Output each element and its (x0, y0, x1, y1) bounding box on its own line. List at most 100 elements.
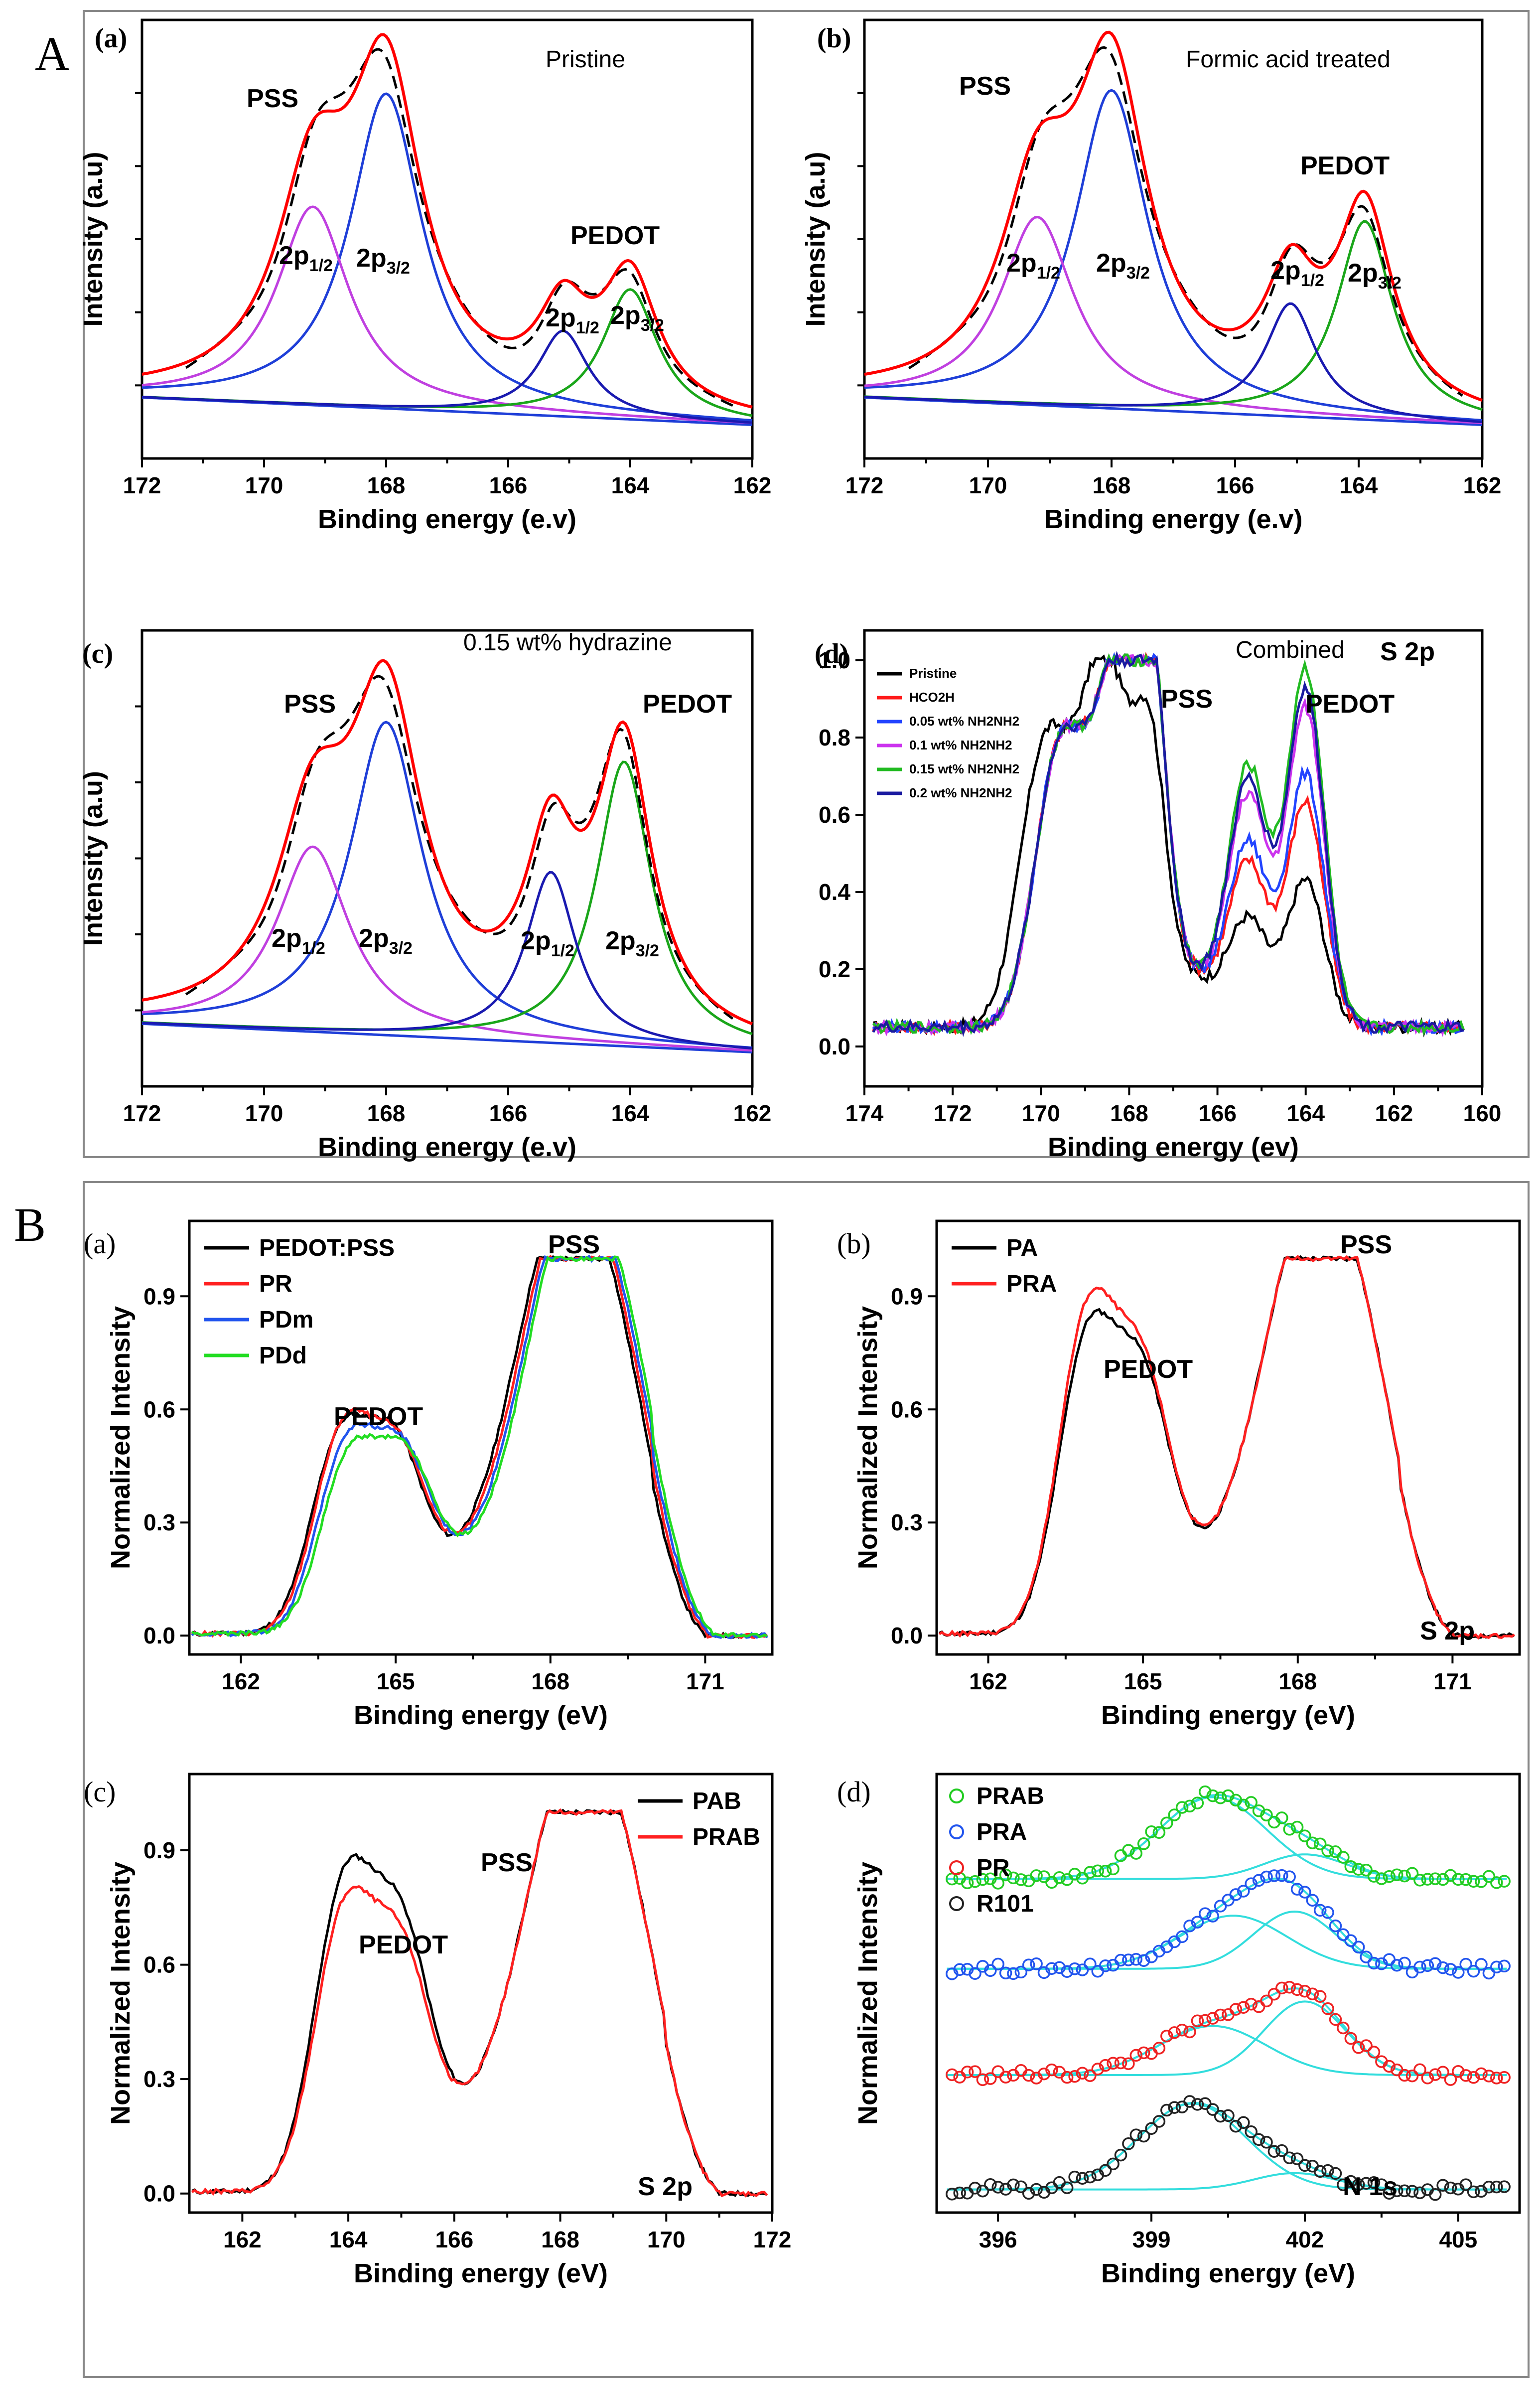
data-point (1360, 2177, 1373, 2190)
y-tick-label: 0.4 (819, 879, 850, 905)
legend-label: 0.2 wt% NH2NH2 (909, 785, 1012, 800)
x-tick-label: 164 (329, 2227, 368, 2252)
annotation-pss: PSS (959, 72, 1011, 101)
series-prab (946, 1785, 1511, 1890)
x-tick-label: 172 (845, 472, 884, 498)
data-point (1014, 2180, 1028, 2194)
y-tick-label: 0.0 (143, 2181, 175, 2207)
data-point (1436, 1873, 1449, 1886)
annotation-pss: PSS (481, 1848, 533, 1877)
data-point (969, 2065, 981, 2078)
legend-label: HCO2H (909, 690, 955, 705)
data-point (1175, 1930, 1189, 1943)
y-axis-title: Normalized Intensity (853, 1862, 883, 2125)
data-point (1076, 2067, 1089, 2080)
annotation-pedot: PEDOT (570, 221, 660, 250)
data-point (1375, 2178, 1388, 2191)
fit-component-pss-2p1-2 (141, 845, 753, 1052)
data-point (1137, 1837, 1150, 1850)
data-point (1114, 1953, 1127, 1967)
data-point (1321, 2164, 1334, 2177)
data-point (1337, 1928, 1350, 1941)
data-point (1383, 2060, 1396, 2073)
x-tick-label: 168 (1278, 1668, 1317, 1694)
data-point (1413, 2063, 1426, 2077)
data-point (1467, 2185, 1480, 2199)
data-point (1283, 2151, 1296, 2164)
peak-label: 2p1/2 (279, 241, 333, 275)
envelope-line (141, 659, 753, 1026)
x-tick-label: 171 (1433, 1668, 1472, 1694)
data-point (1245, 1997, 1258, 2011)
series-line-pr (191, 1254, 768, 1640)
peak-label: 2p1/2 (546, 303, 599, 337)
legend-marker (949, 1789, 964, 1803)
series-line-pedot-pss (191, 1255, 768, 1639)
data-point (1199, 1907, 1212, 1920)
y-tick-label: 0.9 (143, 1837, 175, 1863)
x-tick-label: 399 (1132, 2227, 1171, 2252)
legend-label: PRAB (977, 1783, 1044, 1809)
x-axis-title: Binding energy (e.v) (318, 1132, 576, 1162)
data-point (1129, 1953, 1143, 1966)
data-point (1360, 2039, 1373, 2052)
y-axis-title: Normalized Intensity (853, 1306, 883, 1569)
data-point (1436, 2179, 1449, 2192)
legend-marker (949, 1860, 964, 1875)
data-point (984, 2072, 997, 2085)
legend-label: PDm (259, 1307, 313, 1333)
series-line-prab (191, 1808, 768, 2198)
panel-B-d: 396 399 402 405 Binding energy (eV) Normalize… (837, 1773, 1521, 2288)
data-point (1030, 1957, 1043, 1970)
data-point (1053, 1961, 1066, 1974)
data-point (1383, 1870, 1396, 1883)
experimental-line (185, 675, 734, 1020)
data-point (1490, 1876, 1503, 1889)
y-tick-label: 0.6 (819, 802, 850, 828)
data-point (1344, 2032, 1358, 2045)
data-point (1306, 1836, 1319, 1849)
data-point (1290, 1820, 1304, 1834)
data-point (976, 2073, 989, 2087)
data-point (1214, 2109, 1227, 2123)
data-point (1129, 2049, 1143, 2062)
y-axis-title: Normalized Intensity (106, 1862, 136, 2125)
plot-area (188, 1773, 774, 2214)
data-point (1206, 1910, 1219, 1923)
data-point (1237, 1798, 1250, 1811)
panel-label: (b) (817, 23, 851, 54)
panel-label: (d) (815, 638, 848, 669)
plot-area (935, 1219, 1521, 1656)
data-point (1160, 2029, 1173, 2043)
panel-label: (c) (82, 638, 113, 669)
data-point (1475, 1875, 1488, 1888)
data-point (1398, 1956, 1411, 1970)
x-axis-title: Binding energy (eV) (354, 1700, 608, 1730)
data-point (1283, 1870, 1296, 1883)
data-point (946, 2068, 959, 2082)
data-point (991, 2181, 1004, 2194)
data-point (1175, 2023, 1189, 2037)
data-point (1122, 2057, 1135, 2070)
data-point (1237, 2116, 1250, 2129)
group-a-label: A (35, 27, 69, 80)
x-tick-label: 162 (1463, 472, 1502, 498)
data-point (1037, 2067, 1051, 2081)
x-tick-label: 162 (733, 1100, 772, 1126)
fit-component-pedot-2p1-2 (864, 302, 1483, 424)
y-tick-label: 0.3 (891, 1509, 923, 1535)
legend-label: PRA (1006, 1271, 1057, 1297)
x-axis-title: Binding energy (eV) (1101, 2258, 1355, 2288)
data-point (999, 1966, 1012, 1980)
annotation-pss: PSS (1161, 685, 1213, 714)
fit-component-pedot-2p3-2 (864, 220, 1483, 411)
y-tick-label: 0.2 (819, 956, 850, 982)
data-point (1405, 2069, 1419, 2083)
panel-A-c: 172 170 168 166 164 162 Binding energy (e.v) In… (78, 629, 771, 1162)
data-point (1191, 2098, 1204, 2111)
y-tick-label: 0.3 (143, 2066, 175, 2092)
data-point (1428, 2188, 1442, 2201)
data-point (1229, 1888, 1243, 1901)
peak-label: 2p1/2 (1270, 256, 1324, 290)
data-point (1367, 2046, 1381, 2059)
